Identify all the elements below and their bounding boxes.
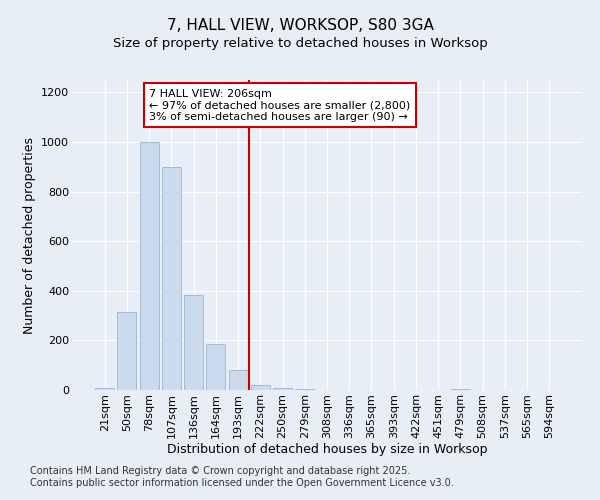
Bar xyxy=(273,388,292,390)
Bar xyxy=(251,384,270,390)
Bar xyxy=(451,389,470,390)
Text: Size of property relative to detached houses in Worksop: Size of property relative to detached ho… xyxy=(113,38,487,51)
X-axis label: Distribution of detached houses by size in Worksop: Distribution of detached houses by size … xyxy=(167,444,487,456)
Bar xyxy=(295,389,314,390)
Text: 7, HALL VIEW, WORKSOP, S80 3GA: 7, HALL VIEW, WORKSOP, S80 3GA xyxy=(167,18,433,32)
Y-axis label: Number of detached properties: Number of detached properties xyxy=(23,136,35,334)
Bar xyxy=(95,388,114,390)
Text: 7 HALL VIEW: 206sqm
← 97% of detached houses are smaller (2,800)
3% of semi-deta: 7 HALL VIEW: 206sqm ← 97% of detached ho… xyxy=(149,88,410,122)
Bar xyxy=(229,370,248,390)
Bar xyxy=(206,344,225,390)
Text: Contains HM Land Registry data © Crown copyright and database right 2025.
Contai: Contains HM Land Registry data © Crown c… xyxy=(30,466,454,487)
Bar xyxy=(140,142,158,390)
Bar xyxy=(118,312,136,390)
Bar xyxy=(162,167,181,390)
Bar xyxy=(184,294,203,390)
